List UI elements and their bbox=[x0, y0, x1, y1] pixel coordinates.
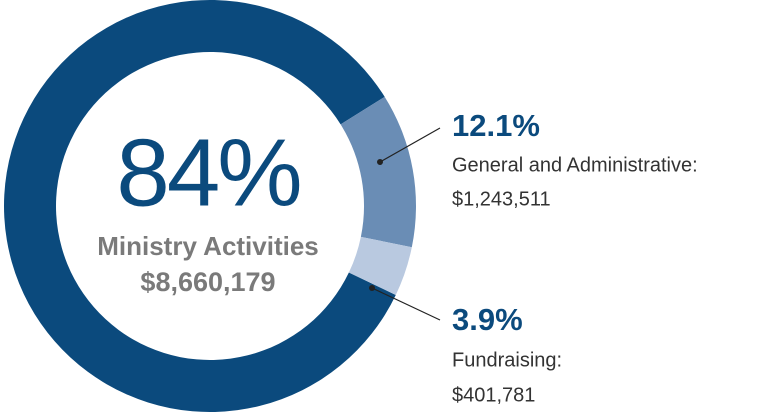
percent-label: 3.9% bbox=[452, 302, 523, 337]
donut-slice bbox=[340, 96, 417, 248]
amount-label: $401,781 bbox=[452, 384, 535, 406]
donut-slice bbox=[348, 236, 412, 296]
center-percent: 84% bbox=[116, 119, 299, 226]
amount-label: $1,243,511 bbox=[452, 188, 551, 210]
category-label: Fundraising: bbox=[452, 349, 562, 371]
center-label: Ministry Activities bbox=[97, 231, 319, 261]
leader-dot bbox=[377, 159, 383, 165]
leader-line bbox=[379, 127, 441, 163]
leader-dot bbox=[369, 285, 375, 291]
donut bbox=[4, 0, 417, 412]
center-amount: $8,660,179 bbox=[140, 267, 275, 297]
leader-line bbox=[371, 287, 441, 321]
percent-label: 12.1% bbox=[452, 108, 540, 143]
category-label: General and Administrative: bbox=[452, 154, 698, 176]
